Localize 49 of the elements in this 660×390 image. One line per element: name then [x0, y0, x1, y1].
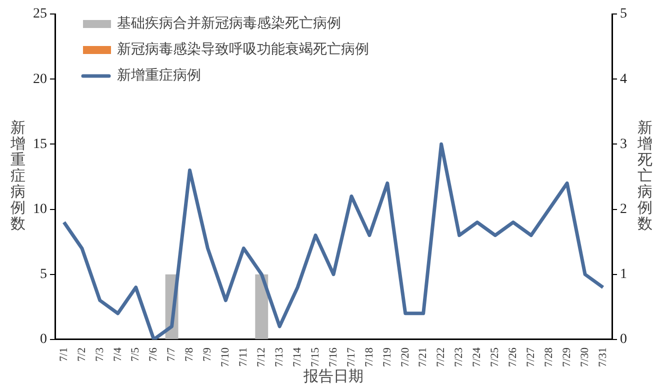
y2-tick-label: 5: [620, 6, 627, 22]
x-tick-label: 7/1: [58, 347, 70, 362]
y-tick-label: 10: [33, 202, 47, 217]
y2-tick-label: 0: [620, 332, 627, 348]
x-tick-label: 7/27: [525, 346, 538, 368]
legend-label: 新增重症病例: [117, 68, 201, 84]
x-tick-label: 7/30: [578, 346, 591, 368]
x-tick-label: 7/23: [453, 346, 466, 368]
x-tick-label: 7/21: [417, 347, 430, 368]
x-tick-label: 7/15: [309, 346, 322, 368]
x-tick-label: 7/12: [256, 347, 268, 368]
x-tick-label: 7/20: [399, 346, 412, 368]
x-tick-label: 7/2: [76, 347, 88, 362]
x-tick-label: 7/19: [381, 346, 394, 368]
x-tick-label: 7/8: [184, 346, 196, 362]
x-tick-label: 7/22: [435, 347, 448, 368]
x-axis-title: 报告日期: [302, 368, 364, 385]
x-tick-label: 7/6: [148, 346, 160, 362]
legend-label: 新冠病毒感染导致呼吸功能衰竭死亡病例: [117, 42, 369, 58]
y2-tick-label: 2: [620, 202, 627, 217]
y2-axis-title: 新增死亡病例数: [636, 120, 652, 233]
y2-tick-label: 4: [620, 72, 627, 87]
y-tick-label: 0: [40, 332, 47, 348]
x-tick-label: 7/29: [560, 346, 573, 368]
y-tick-label: 20: [33, 72, 47, 87]
x-tick-label: 7/24: [471, 346, 484, 368]
y2-tick-label: 3: [620, 136, 627, 152]
x-tick-label: 7/16: [327, 346, 340, 368]
x-tick-label: 7/11: [238, 347, 250, 367]
legend-label: 基础疾病合并新冠病毒感染死亡病例: [117, 16, 341, 32]
x-tick-label: 7/3: [94, 346, 106, 362]
y-tick-label: 25: [33, 6, 47, 22]
x-tick-label: 7/26: [507, 346, 520, 368]
y-axis-title: 新增重症病例数: [10, 120, 26, 233]
x-tick-label: 7/25: [489, 346, 502, 368]
x-tick-label: 7/18: [363, 346, 376, 368]
x-tick-label: 7/9: [202, 346, 214, 362]
y2-tick-label: 1: [620, 267, 627, 282]
x-tick-label: 7/5: [130, 346, 142, 362]
x-tick-label: 7/14: [291, 346, 304, 368]
x-tick-label: 7/28: [543, 346, 556, 368]
y-tick-label: 15: [33, 136, 47, 152]
x-tick-label: 7/17: [345, 346, 358, 368]
x-tick-label: 7/7: [166, 346, 178, 362]
x-tick-label: 7/13: [273, 346, 286, 368]
x-tick-label: 7/4: [112, 346, 124, 362]
x-tick-label: 7/10: [220, 346, 232, 368]
y-tick-label: 5: [40, 267, 47, 282]
x-tick-label: 7/31: [596, 347, 609, 368]
